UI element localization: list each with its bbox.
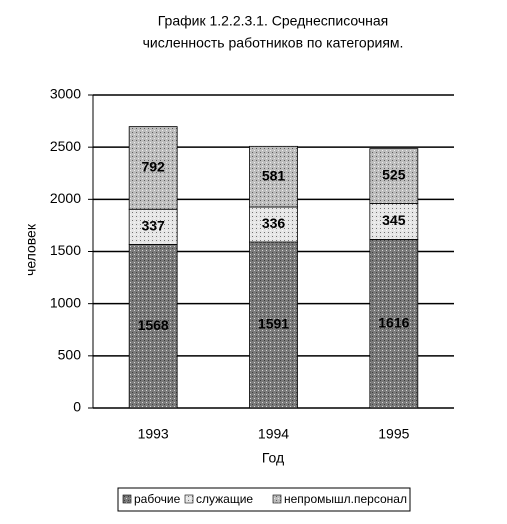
chart-title: численность работников по категориям. — [143, 35, 404, 51]
y-tick-label: 2000 — [50, 190, 81, 206]
data-label: 1568 — [138, 317, 169, 333]
y-tick-label: 2500 — [50, 138, 81, 154]
y-tick-label: 1500 — [50, 242, 81, 258]
chart-title: График 1.2.2.3.1. Среднесписочная — [158, 13, 388, 29]
x-tick-label: 1993 — [138, 426, 169, 442]
x-tick-label: 1995 — [378, 426, 409, 442]
legend-swatch — [184, 494, 194, 504]
bar-segment — [249, 206, 298, 243]
data-label: 1616 — [378, 314, 409, 330]
data-label: 336 — [262, 215, 286, 231]
y-tick-label: 1000 — [50, 294, 81, 310]
data-label: 337 — [141, 218, 165, 234]
bar-segment — [249, 145, 298, 208]
data-label: 345 — [382, 212, 406, 228]
y-tick-label: 500 — [58, 347, 82, 363]
bar-segment — [369, 148, 419, 204]
bar-segment — [128, 126, 178, 210]
y-axis-label: человек — [23, 223, 39, 276]
y-tick-label: 3000 — [50, 86, 81, 102]
data-label: 792 — [141, 159, 165, 175]
legend-label: служащие — [196, 492, 253, 506]
data-label: 581 — [262, 167, 286, 183]
x-axis-label: Год — [262, 450, 284, 466]
legend-label: рабочие — [134, 492, 181, 506]
legend-label: непромышл.персонал — [284, 492, 407, 506]
bar-segment — [128, 208, 178, 245]
legend-box — [117, 487, 411, 512]
legend-swatch — [122, 494, 132, 504]
data-label: 525 — [382, 167, 406, 183]
bar-segment — [369, 203, 419, 240]
legend-swatch — [272, 494, 282, 504]
bar-segment — [249, 241, 298, 409]
y-tick-label: 0 — [73, 399, 81, 415]
bar-segment — [369, 238, 419, 409]
x-tick-label: 1994 — [258, 426, 289, 442]
data-label: 1591 — [258, 316, 289, 332]
